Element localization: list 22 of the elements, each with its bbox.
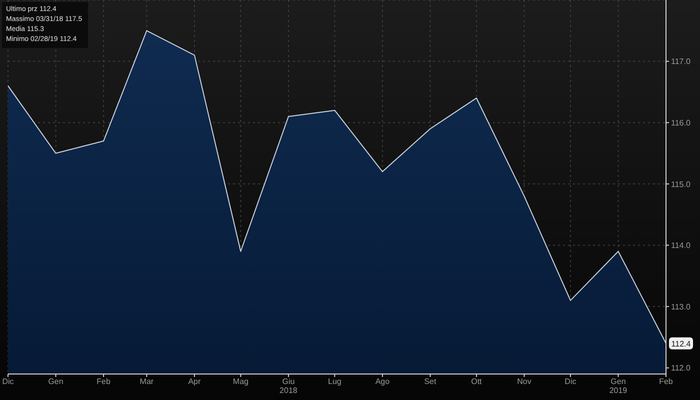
y-tick-label: 117.0 [671, 57, 691, 66]
x-tick-label: Giu 2018 [280, 377, 298, 395]
x-tick-label: Gen [48, 377, 64, 386]
x-tick-label: Dic [564, 377, 576, 386]
x-tick-label: Nov [517, 377, 532, 386]
x-tick-label: Gen 2019 [609, 377, 628, 395]
x-tick-label: Dic [2, 377, 14, 386]
x-tick-label: Mag [232, 377, 248, 386]
y-tick-label: 112.0 [671, 364, 691, 373]
x-tick-label: Feb [96, 377, 111, 386]
x-tick-label: Lug [328, 377, 342, 386]
x-tick-label: Apr [188, 377, 202, 386]
x-tick-label: Ott [471, 377, 483, 386]
y-tick-label: 114.0 [671, 241, 691, 250]
x-tick-label: Mar [140, 377, 154, 386]
x-tick-label: Set [424, 377, 438, 386]
x-tick-label: Ago [375, 377, 390, 386]
x-tick-label: Feb [659, 377, 674, 386]
annotation: 112.4 [671, 339, 692, 348]
y-tick-label: 113.0 [671, 302, 691, 312]
y-tick-label: 116.0 [671, 118, 691, 128]
y-tick-label: 115.0 [671, 180, 691, 189]
